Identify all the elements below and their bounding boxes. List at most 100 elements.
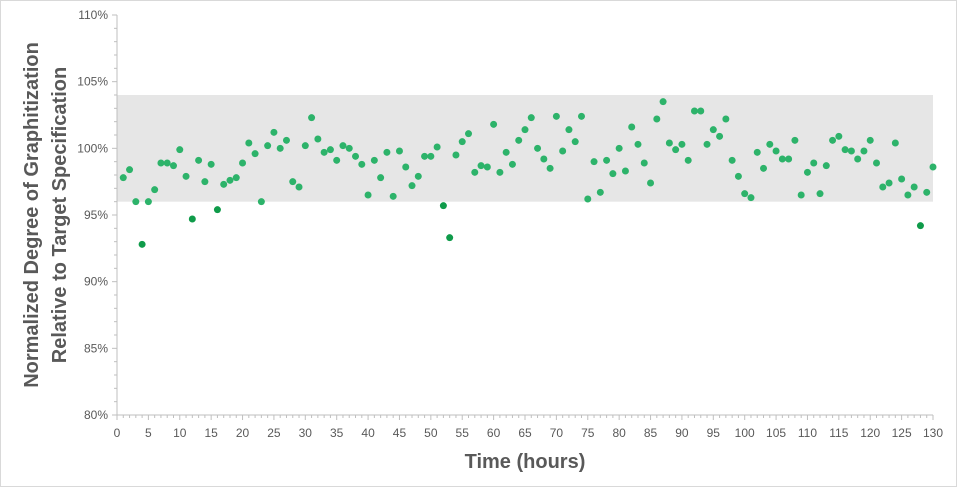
data-point bbox=[628, 123, 636, 131]
data-point bbox=[891, 139, 899, 147]
y-tick-label: 100% bbox=[77, 141, 108, 155]
data-point bbox=[138, 240, 146, 248]
data-point bbox=[333, 156, 341, 164]
data-point bbox=[508, 160, 516, 168]
y-tick-label: 110% bbox=[78, 8, 108, 22]
y-axis-title-line-2: Relative to Target Specification bbox=[49, 67, 71, 363]
data-point bbox=[653, 115, 661, 123]
data-point bbox=[471, 168, 479, 176]
data-point bbox=[452, 151, 460, 159]
data-point bbox=[270, 128, 278, 136]
data-point bbox=[119, 174, 127, 182]
data-point bbox=[753, 148, 761, 156]
x-tick-label: 85 bbox=[644, 426, 658, 440]
data-point bbox=[339, 142, 347, 150]
data-point bbox=[490, 120, 498, 128]
x-tick-label: 50 bbox=[424, 426, 438, 440]
data-point bbox=[835, 132, 843, 140]
x-tick-label: 5 bbox=[145, 426, 152, 440]
data-point bbox=[483, 163, 491, 171]
data-point bbox=[151, 186, 159, 194]
x-tick-label: 110 bbox=[798, 426, 817, 440]
data-point bbox=[402, 163, 410, 171]
data-point bbox=[778, 155, 786, 163]
data-point bbox=[546, 164, 554, 172]
y-tick-label: 85% bbox=[84, 341, 108, 355]
data-point bbox=[854, 155, 862, 163]
data-point bbox=[822, 162, 830, 170]
x-tick-label: 70 bbox=[550, 426, 564, 440]
data-point bbox=[665, 139, 673, 147]
data-point bbox=[571, 138, 579, 146]
data-point bbox=[421, 152, 429, 160]
data-point bbox=[760, 164, 768, 172]
data-point bbox=[188, 215, 196, 223]
data-point bbox=[690, 107, 698, 115]
data-point bbox=[621, 167, 629, 175]
data-point bbox=[797, 191, 805, 199]
data-point bbox=[672, 146, 680, 154]
data-point bbox=[596, 188, 604, 196]
x-tick-label: 100 bbox=[735, 426, 755, 440]
data-point bbox=[885, 179, 893, 187]
data-point bbox=[295, 183, 303, 191]
data-point bbox=[904, 191, 912, 199]
data-point bbox=[640, 159, 648, 167]
data-point bbox=[308, 114, 316, 122]
data-point bbox=[132, 198, 140, 206]
data-point bbox=[433, 143, 441, 151]
x-tick-label: 105 bbox=[766, 426, 786, 440]
data-point bbox=[320, 148, 328, 156]
data-point bbox=[176, 146, 184, 154]
data-point bbox=[377, 174, 385, 182]
data-point bbox=[201, 178, 209, 186]
data-point bbox=[163, 159, 171, 167]
data-point bbox=[521, 126, 529, 134]
x-tick-label: 120 bbox=[860, 426, 880, 440]
data-point bbox=[910, 183, 918, 191]
y-axis-ticks: 80% 85% 90% 95% 100% 105% 110% bbox=[77, 8, 117, 422]
data-point bbox=[647, 179, 655, 187]
data-point bbox=[345, 144, 353, 152]
data-point bbox=[772, 147, 780, 155]
data-point bbox=[816, 190, 824, 198]
data-point bbox=[659, 98, 667, 106]
x-tick-label: 10 bbox=[173, 426, 187, 440]
data-point bbox=[709, 126, 717, 134]
data-point bbox=[477, 162, 485, 170]
data-point bbox=[257, 198, 265, 206]
data-point bbox=[446, 234, 454, 242]
data-point bbox=[734, 172, 742, 180]
data-point bbox=[609, 170, 617, 178]
data-point bbox=[534, 144, 542, 152]
data-point bbox=[577, 112, 585, 120]
data-point bbox=[559, 147, 567, 155]
data-point bbox=[860, 147, 868, 155]
data-point bbox=[803, 168, 811, 176]
data-point bbox=[414, 172, 422, 180]
data-point bbox=[226, 176, 234, 184]
data-point bbox=[552, 112, 560, 120]
data-point bbox=[873, 159, 881, 167]
data-point bbox=[352, 152, 360, 160]
data-point bbox=[527, 114, 535, 122]
data-points bbox=[119, 98, 937, 248]
data-point bbox=[264, 142, 272, 150]
data-point bbox=[126, 166, 134, 174]
x-tick-label: 90 bbox=[675, 426, 689, 440]
data-point bbox=[847, 147, 855, 155]
x-tick-label: 60 bbox=[487, 426, 501, 440]
y-tick-label: 105% bbox=[77, 75, 108, 89]
data-point bbox=[289, 178, 297, 186]
data-point bbox=[697, 107, 705, 115]
x-tick-label: 130 bbox=[923, 426, 943, 440]
data-point bbox=[879, 183, 887, 191]
data-point bbox=[370, 156, 378, 164]
data-point bbox=[358, 160, 366, 168]
data-point bbox=[389, 192, 397, 200]
data-point bbox=[866, 136, 874, 144]
data-point bbox=[741, 190, 749, 198]
data-point bbox=[245, 139, 253, 147]
x-axis-title: Time (hours) bbox=[465, 451, 586, 473]
